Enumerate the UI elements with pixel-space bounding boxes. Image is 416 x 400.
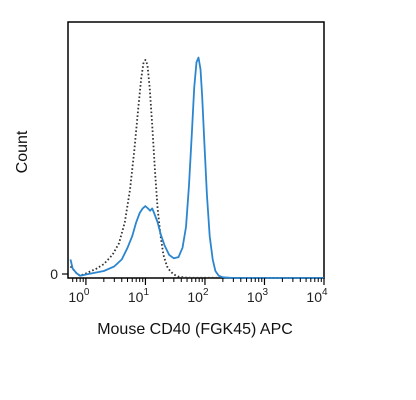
series-line-solid <box>69 56 324 279</box>
x-tick-label: 101 <box>128 287 150 305</box>
y-axis-title: Count <box>14 130 31 173</box>
x-tick-label: 100 <box>68 287 90 305</box>
y-tick-label: 0 <box>50 266 58 282</box>
x-tick-label: 104 <box>306 287 328 305</box>
x-tick-label: 103 <box>247 287 269 305</box>
x-axis-title: Mouse CD40 (FGK45) APC <box>97 321 293 338</box>
x-tick-label: 102 <box>187 287 209 305</box>
plot-frame <box>67 21 325 279</box>
series-line-dotted <box>69 59 325 279</box>
